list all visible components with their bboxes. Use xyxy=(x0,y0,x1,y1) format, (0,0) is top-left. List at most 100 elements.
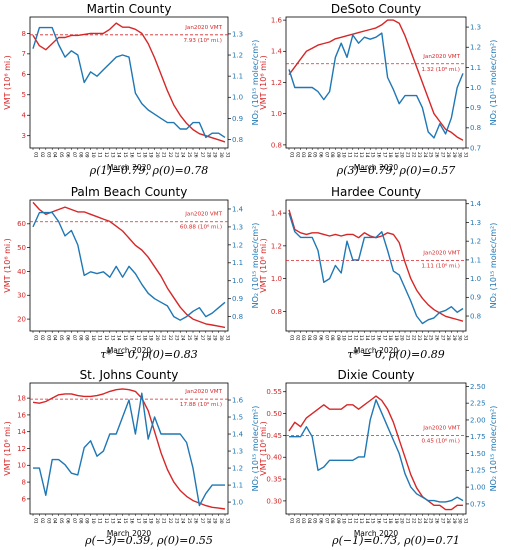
x-tick-label: 03 xyxy=(45,152,51,158)
x-tick-label: 16 xyxy=(129,152,135,158)
x-tick-label: 21 xyxy=(161,152,167,158)
x-tick-label: 30 xyxy=(218,518,224,524)
chart-caption: τ* = 0, ρ(0)=0.89 xyxy=(347,348,445,361)
x-tick-label: 07 xyxy=(71,335,77,341)
x-tick-label: 05 xyxy=(312,335,318,341)
x-tick-label: 10 xyxy=(341,152,347,158)
y-tick-label-left: 12 xyxy=(17,445,26,453)
y-tick-label-right: 1.2 xyxy=(232,241,243,249)
y-tick-label-left: 0.55 xyxy=(266,388,282,396)
chart-panel: Dixie County 0.30 0.35 0.40 0.45 0.50 0.55 0.75… xyxy=(259,368,498,547)
y-axis-label-right: NO₂ (10¹⁵ molec/cm²) xyxy=(251,223,260,309)
x-tick-label: 28 xyxy=(205,518,211,524)
x-tick-label: 10 xyxy=(90,335,96,341)
vmt-series-line xyxy=(288,395,463,511)
y-tick-label-left: 7 xyxy=(22,50,26,58)
x-tick-label: 22 xyxy=(410,518,416,524)
x-tick-label: 09 xyxy=(84,518,90,524)
y-tick-label-left: 8 xyxy=(22,30,26,38)
y-tick-label-right: 1.1 xyxy=(232,73,243,81)
x-tick-label: 05 xyxy=(312,518,318,524)
y-tick-label-right: 1.2 xyxy=(232,464,243,472)
x-tick-label: 07 xyxy=(323,152,329,158)
x-tick-label: 24 xyxy=(422,152,428,158)
x-tick-label: 18 xyxy=(141,152,147,158)
x-tick-label: 30 xyxy=(218,152,224,158)
x-tick-label: 17 xyxy=(381,152,387,158)
y-tick-label-right: 0.9 xyxy=(470,294,481,302)
x-tick-label: 31 xyxy=(225,518,231,524)
x-tick-label: 17 xyxy=(381,335,387,341)
x-tick-label: 08 xyxy=(329,335,335,341)
x-tick-label: 01 xyxy=(33,518,39,524)
y-tick-label-left: 6 xyxy=(22,71,27,79)
x-tick-label: 11 xyxy=(97,152,103,158)
x-tick-label: 14 xyxy=(116,518,122,524)
chart-panel: St. Johns County 6 8 10 12 14 16 18 1.0 1.1 1.2 1.3… xyxy=(3,368,260,547)
y-tick-label-right: 0.8 xyxy=(232,313,243,321)
x-tick-label: 06 xyxy=(65,152,71,158)
y-tick-label-left: 3 xyxy=(22,132,26,140)
y-tick-label-left: 20 xyxy=(17,315,26,323)
y-tick-label-left: 14 xyxy=(17,428,26,436)
chart-title: St. Johns County xyxy=(80,368,179,382)
x-tick-label: 15 xyxy=(122,335,128,341)
chart-caption: τ* = 0, ρ(0)=0.83 xyxy=(100,348,198,361)
x-tick-label: 04 xyxy=(306,518,312,524)
x-tick-label: 04 xyxy=(306,152,312,158)
vmt-series-line xyxy=(32,201,226,329)
x-axis-label: March 2020 xyxy=(354,346,399,355)
x-tick-label: 15 xyxy=(370,335,376,341)
y-axis-label-left: VMT (10⁶ mi.) xyxy=(259,55,268,110)
x-tick-label: 26 xyxy=(434,335,440,341)
x-tick-label: 26 xyxy=(193,152,199,158)
y-tick-label-right: 1.2 xyxy=(470,238,481,246)
x-tick-label: 24 xyxy=(422,335,428,341)
x-tick-label: 06 xyxy=(318,518,324,524)
y-axis-label-left: VMT (10⁶ mi.) xyxy=(3,238,12,293)
y-tick-label-left: 1.2 xyxy=(271,242,282,250)
y-tick-label-left: 50 xyxy=(17,244,26,252)
x-tick-label: 17 xyxy=(135,518,141,524)
axes-frame xyxy=(285,382,467,515)
x-tick-label: 09 xyxy=(335,518,341,524)
y-tick-label-left: 6 xyxy=(22,495,27,503)
y-tick-label-right: 1.00 xyxy=(470,484,486,492)
x-tick-label: 12 xyxy=(103,335,109,341)
x-tick-label: 16 xyxy=(376,152,382,158)
x-tick-label: 29 xyxy=(451,152,457,158)
x-tick-label: 18 xyxy=(387,152,393,158)
chart-title: Palm Beach County xyxy=(71,185,188,199)
x-tick-label: 30 xyxy=(457,335,463,341)
y-tick-label-right: 1.50 xyxy=(470,450,486,458)
x-tick-label: 14 xyxy=(364,152,370,158)
x-tick-label: 28 xyxy=(205,335,211,341)
x-tick-label: 09 xyxy=(335,152,341,158)
x-tick-label: 19 xyxy=(148,335,154,341)
chart-caption: ρ(3)=0.79, ρ(0)=0.57 xyxy=(336,164,456,177)
no2-series-line xyxy=(288,212,464,325)
x-tick-label: 07 xyxy=(71,152,77,158)
x-tick-label: 03 xyxy=(45,518,51,524)
x-tick-label: 25 xyxy=(186,518,192,524)
x-tick-label: 09 xyxy=(335,335,341,341)
y-tick-label-right: 1.0 xyxy=(232,94,243,102)
x-tick-label: 06 xyxy=(318,335,324,341)
x-tick-label: 18 xyxy=(387,518,393,524)
x-tick-label: 18 xyxy=(387,335,393,341)
x-tick-label: 31 xyxy=(463,152,469,158)
x-tick-label: 31 xyxy=(225,152,231,158)
y-axis-label-left: VMT (10⁶ mi.) xyxy=(3,55,12,110)
y-tick-label-right: 1.0 xyxy=(470,275,481,283)
x-tick-label: 08 xyxy=(329,518,335,524)
y-tick-label-right: 1.0 xyxy=(232,498,243,506)
y-tick-label-right: 1.3 xyxy=(232,223,243,231)
x-tick-label: 24 xyxy=(180,518,186,524)
x-tick-label: 02 xyxy=(294,518,300,524)
x-tick-label: 20 xyxy=(154,152,160,158)
x-tick-label: 22 xyxy=(167,518,173,524)
x-tick-label: 22 xyxy=(410,152,416,158)
y-tick-label-left: 0.30 xyxy=(266,497,282,505)
reference-value: 1.32 (10⁶ mi.) xyxy=(421,66,460,73)
